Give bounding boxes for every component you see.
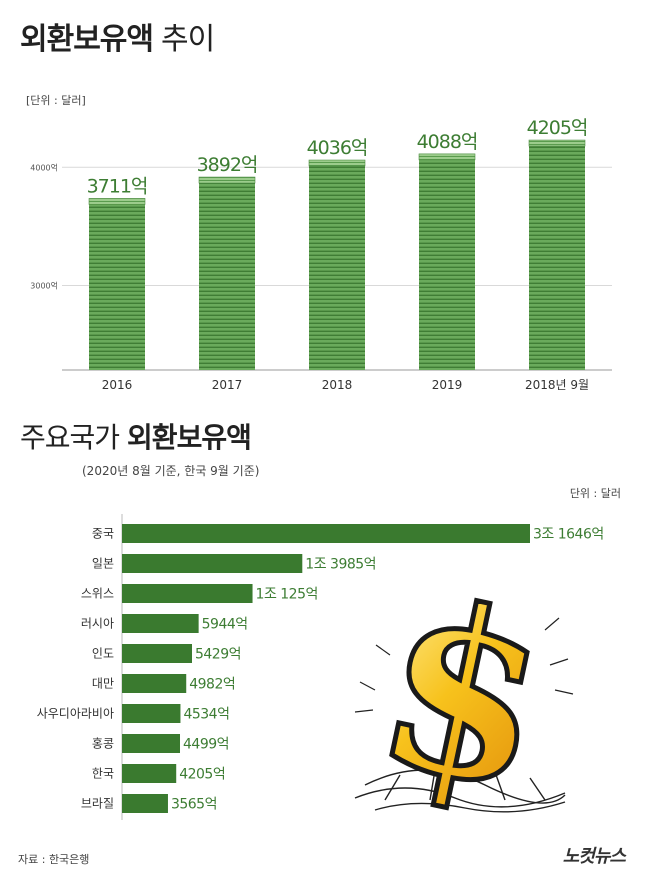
x-tick-label: 2018년 9월 — [525, 378, 589, 392]
dollar-sign-illustration: $ — [354, 570, 574, 820]
reserve-trend-chart: 3000억 4000억 3711억 2016 3892억 2017 4036억 2018 408… — [30, 117, 612, 392]
source-label: 자료 : 한국은행 — [18, 853, 90, 866]
unit-label-2: 단위 : 달러 — [569, 487, 621, 500]
bar — [122, 704, 181, 723]
section-title: 주요국가 외환보유액 — [20, 416, 252, 456]
bar — [122, 554, 303, 573]
category-label: 중국 — [92, 527, 114, 541]
category-label: 대만 — [92, 677, 114, 691]
data-label: 3조 1646억 — [533, 527, 604, 543]
data-label: 1조 125억 — [256, 587, 318, 603]
bar — [122, 734, 181, 753]
svg-text:$: $ — [358, 570, 571, 820]
data-label: 4499억 — [183, 737, 229, 753]
category-label: 러시아 — [81, 617, 114, 631]
bar — [199, 180, 255, 370]
data-label: 3892억 — [197, 154, 258, 176]
data-label: 4088억 — [417, 131, 478, 153]
category-label: 인도 — [92, 647, 114, 661]
bar — [309, 163, 365, 370]
y-tick-label: 3000억 — [30, 280, 58, 290]
bar-top — [198, 176, 256, 184]
data-label: 4205억 — [527, 117, 588, 139]
category-label: 스위스 — [81, 587, 114, 601]
x-tick-label: 2018 — [322, 378, 353, 392]
bar — [122, 614, 199, 633]
news-logo: 노컷뉴스 — [562, 846, 626, 867]
data-label: 3565억 — [171, 797, 217, 813]
data-label: 3711억 — [87, 175, 148, 197]
section-title-normal: 주요국가 — [20, 421, 120, 454]
x-tick-label: 2017 — [212, 378, 243, 392]
bar — [122, 764, 177, 783]
bar-top — [418, 153, 476, 161]
bar — [122, 644, 192, 663]
bar — [122, 524, 530, 543]
unit-label: [단위 : 달러] — [26, 94, 86, 107]
bar — [89, 201, 145, 370]
x-tick-label: 2019 — [432, 378, 463, 392]
title-bold: 외환보유액 — [20, 22, 154, 57]
title-rest: 추이 — [161, 22, 215, 57]
category-label: 한국 — [92, 767, 114, 781]
x-tick-label: 2016 — [102, 378, 133, 392]
category-label: 일본 — [92, 557, 114, 571]
section-subtitle: (2020년 8월 기준, 한국 9월 기준) — [82, 464, 260, 478]
data-label: 4205억 — [179, 767, 225, 783]
data-label: 4982억 — [189, 677, 235, 693]
data-label: 4036억 — [307, 137, 368, 159]
data-label: 5944억 — [202, 617, 248, 633]
data-label: 1조 3985억 — [305, 557, 376, 573]
bar — [529, 143, 585, 370]
bar-top — [528, 139, 586, 147]
page-title: 외환보유액 추이 — [20, 14, 215, 58]
bar — [122, 794, 168, 813]
bar — [122, 584, 253, 603]
bar — [122, 674, 187, 693]
y-tick-label: 4000억 — [30, 162, 58, 172]
category-label: 사우디아라비아 — [37, 707, 114, 721]
bar-top — [88, 198, 146, 205]
data-label: 5429억 — [195, 647, 241, 663]
category-label: 홍콩 — [92, 737, 114, 751]
section-title-bold: 외환보유액 — [127, 421, 252, 454]
category-label: 브라질 — [81, 797, 114, 811]
bar — [419, 156, 475, 370]
bar-top — [308, 159, 366, 167]
data-label: 4534억 — [183, 707, 229, 723]
